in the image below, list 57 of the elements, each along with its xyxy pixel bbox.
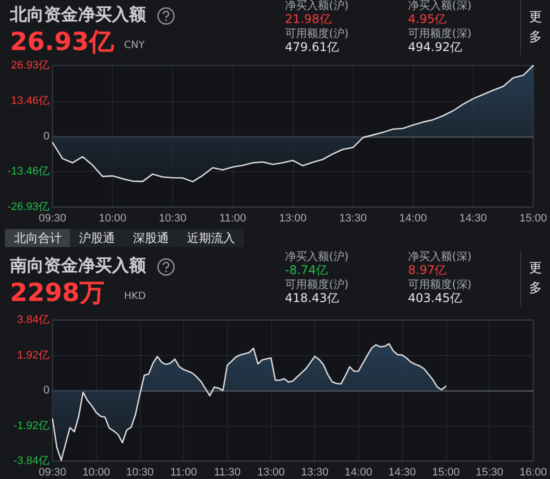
text: 净买入额(沪) <box>285 250 349 264</box>
text: 北向合计 <box>5 229 71 247</box>
text: -8.74亿 <box>285 263 328 278</box>
x-tick-label: 14:30 <box>459 212 487 224</box>
chart-title: 北向资金净买入额 <box>10 5 146 26</box>
text: 494.92亿 <box>408 40 462 55</box>
x-tick-label: 10:30 <box>158 212 186 224</box>
text: 8.97亿 <box>408 263 447 278</box>
text: 更多 <box>529 9 543 47</box>
y-tick-label: 26.93亿 <box>10 60 50 72</box>
text: 净买入额(深) <box>408 250 472 264</box>
text: 21.98亿 <box>285 12 332 27</box>
text: 403.45亿 <box>408 291 462 306</box>
x-tick-label: 10:30 <box>126 466 154 478</box>
x-tick-label: 09:30 <box>38 212 66 224</box>
text: 深股通 <box>124 229 178 247</box>
text: 418.43亿 <box>285 291 339 306</box>
y-tick-label: -13.46亿 <box>7 166 50 178</box>
text: 4.95亿 <box>408 12 447 27</box>
x-tick-label: 14:00 <box>344 466 372 478</box>
text: 沪股通 <box>70 229 124 247</box>
x-tick-label: 10:00 <box>98 212 126 224</box>
y-tick-label: 0 <box>43 384 50 396</box>
y-tick-label: 3.84亿 <box>17 314 50 326</box>
x-tick-label: 11:00 <box>219 212 246 224</box>
x-tick-label: 13:30 <box>300 466 328 478</box>
x-tick-label: 15:30 <box>476 466 504 478</box>
y-tick-label: -26.93亿 <box>7 201 50 213</box>
text: 479.61亿 <box>285 40 339 55</box>
x-tick-label: 13:30 <box>339 212 367 224</box>
x-tick-label: 15:00 <box>432 466 460 478</box>
text: CNY <box>124 40 145 52</box>
chart-subtitle: 2298万 <box>10 278 105 308</box>
x-tick-label: 14:00 <box>399 212 427 224</box>
text: 更多 <box>529 260 543 298</box>
x-tick-label: 09:30 <box>38 466 66 478</box>
x-tick-label: 10:00 <box>82 466 110 478</box>
text: 可用额度(沪) <box>285 27 349 41</box>
y-tick-label: -3.84亿 <box>13 455 50 467</box>
chart-title: 南向资金净买入额 <box>10 256 146 277</box>
x-tick-label: 15:00 <box>519 212 547 224</box>
x-tick-label: 16:00 <box>519 466 547 478</box>
x-tick-label: 13:00 <box>279 212 307 224</box>
x-tick-label: 11:30 <box>214 466 241 478</box>
y-tick-label: -1.92亿 <box>13 420 50 432</box>
text: 可用额度(深) <box>408 27 472 41</box>
text: 可用额度(深) <box>408 278 472 292</box>
y-tick-label: 0 <box>43 130 50 142</box>
text: 近期流入 <box>178 229 244 247</box>
x-tick-label: 14:30 <box>388 466 416 478</box>
x-tick-label: 11:00 <box>170 466 197 478</box>
text: 可用额度(沪) <box>285 278 349 292</box>
text: HKD <box>124 291 146 302</box>
x-tick-label: 13:00 <box>257 466 285 478</box>
y-tick-label: 13.46亿 <box>10 94 50 107</box>
text: 净买入额(深) <box>408 0 472 13</box>
y-tick-label: 1.92亿 <box>17 349 50 362</box>
